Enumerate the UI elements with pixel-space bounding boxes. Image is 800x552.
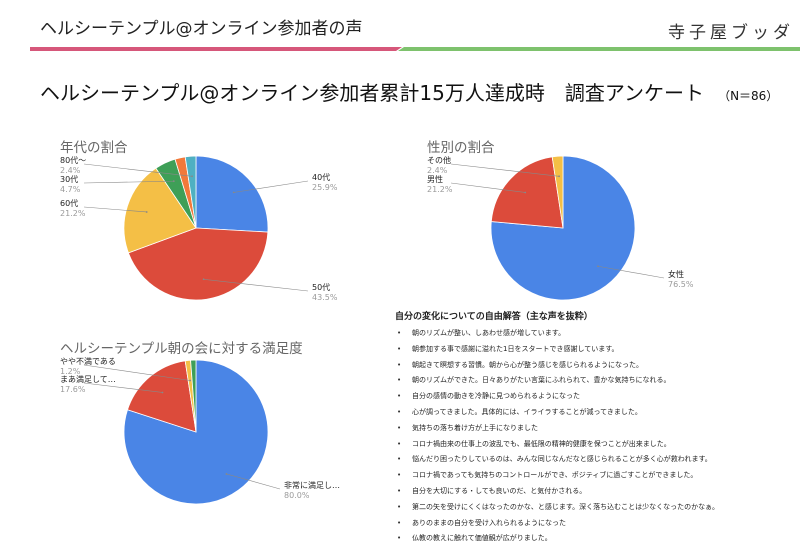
leader-dot — [202, 278, 205, 281]
free-answer-panel: 自分の変化についての自由解答（主な声を抜粋） 朝のリズムが整い、しあわせ感が増し… — [395, 309, 795, 547]
slice-label-percent: 21.2% — [60, 209, 86, 218]
slice-label: 女性 76.5% — [668, 270, 693, 290]
slice-label-percent: 4.7% — [60, 185, 81, 194]
free-answer-item: ありのままの自分を受け入れられるようになった — [395, 516, 795, 532]
free-answer-item: 仏教の教えに触れて価値観が広がりました。 — [395, 531, 795, 547]
leader-line — [83, 206, 147, 213]
leader-dot — [191, 175, 193, 178]
leader-line — [233, 180, 309, 193]
slice-label-percent: 2.4% — [60, 166, 81, 175]
slice-label: 男性 21.2% — [427, 175, 452, 195]
free-answer-item: 気持ちの落ち着け方が上手になりました — [395, 421, 795, 437]
free-answer-item: 朝参加する事で感謝に溢れた1日をスタートでき感謝しています。 — [395, 342, 795, 358]
slice-label: 非常に満足し… 80.0% — [284, 481, 340, 501]
slice-label-percent: 80.0% — [284, 491, 310, 500]
leader-dot — [225, 473, 228, 475]
slice-label-name: 40代 — [312, 173, 331, 182]
slice-label-percent: 76.5% — [668, 280, 694, 289]
slice-label: やや不満である 1.2% — [60, 357, 116, 377]
leader-dot — [189, 379, 192, 382]
header-divider-green — [398, 47, 800, 51]
gender-chart-title: 性別の割合 — [427, 140, 495, 156]
slice-label: 30代 4.7% — [60, 175, 80, 195]
header-divider — [30, 47, 800, 51]
satisfaction-chart-title: ヘルシーテンプル朝の会に対する満足度 — [60, 341, 303, 357]
pie-slice — [190, 359, 197, 433]
slice-label-name: 非常に満足し… — [284, 481, 340, 490]
free-answer-item: 朝のリズムが整い、しあわせ感が増しています。 — [395, 326, 795, 342]
slice-label-percent: 43.5% — [312, 293, 338, 302]
slice-label: その他 2.4% — [427, 156, 451, 176]
slice-label-percent: 1.2% — [60, 367, 81, 376]
free-answer-title: 自分の変化についての自由解答（主な声を抜粋） — [395, 312, 593, 322]
slice-label: 80代～ 2.4% — [60, 156, 86, 176]
leader-dot — [524, 191, 527, 194]
slice-label: まあ満足して… 17.6% — [60, 375, 116, 395]
slice-label-name: 女性 — [668, 270, 684, 279]
leader-line — [83, 163, 193, 177]
free-answer-item: 心が調ってきました。具体的には、イライラすることが減ってきました。 — [395, 405, 795, 421]
main-title-sample-size: （N＝86） — [718, 89, 779, 103]
pie-slice-60代 — [123, 167, 197, 254]
pie-slice-その他 — [551, 155, 564, 229]
leader-line — [83, 180, 174, 184]
slice-label-name: 80代～ — [60, 156, 87, 165]
slice-label-name: やや不満である — [60, 357, 116, 366]
leader-line — [226, 473, 281, 490]
slice-label-name: その他 — [427, 156, 451, 165]
free-answer-list: 朝のリズムが整い、しあわせ感が増しています。朝参加する事で感謝に溢れた1日をスタ… — [395, 326, 795, 547]
pie-slice-男性 — [490, 156, 564, 229]
main-title-text: ヘルシーテンプル@オンライン参加者累計15万人達成時 調査アンケート — [40, 81, 705, 105]
free-answer-item: 自分を大切にする・しても良いのだ、と気付かされる。 — [395, 484, 795, 500]
header-divider-pink — [30, 47, 402, 51]
leader-line — [203, 278, 309, 292]
slice-label-name: 60代 — [60, 199, 79, 208]
age-chart-title: 年代の割合 — [60, 140, 128, 156]
header-title: ヘルシーテンプル@オンライン参加者の声 — [40, 19, 363, 39]
leader-line — [450, 182, 526, 193]
leader-line — [83, 382, 163, 393]
free-answer-item: 自分の感情の動きを冷静に見つめられるようになった — [395, 389, 795, 405]
leader-line — [83, 364, 191, 381]
slice-label-name: 男性 — [427, 175, 443, 184]
slice-label-percent: 17.6% — [60, 385, 86, 394]
slice-label: 50代 43.5% — [312, 283, 337, 303]
leader-line — [450, 163, 560, 177]
free-answer-item: 朝起きて瞑想する習慣。朝から心が整う感じを感じられるようになった。 — [395, 358, 795, 374]
pie-slice-40代 — [195, 155, 269, 233]
pie-slice-80代～ — [184, 155, 197, 229]
leader-line — [597, 265, 665, 279]
free-answer-item: 悩んだり困ったりしているのは、みんな同じなんだなと感じられることが多く心が救われ… — [395, 452, 795, 468]
free-answer-item: 第二の矢を受けにくくはなったのかな、と感じます。深く落ち込むことは少なくなったの… — [395, 500, 795, 516]
slice-label-percent: 21.2% — [427, 185, 453, 194]
slice-label-name: まあ満足して… — [60, 375, 116, 384]
leader-dot — [597, 265, 599, 268]
slice-label: 40代 25.9% — [312, 173, 337, 193]
free-answer-item: コロナ禍由来の仕事上の波乱でも、最低限の精神的健康を保つことが出来ました。 — [395, 437, 795, 453]
leader-dot — [232, 191, 235, 194]
slice-label-name: 50代 — [312, 283, 331, 292]
free-answer-item: 朝のリズムができた。日々ありがたい言葉にふれられて、豊かな気持ちになれる。 — [395, 373, 795, 389]
slice-label-name: 30代 — [60, 175, 79, 184]
leader-dot — [145, 211, 148, 213]
leader-dot — [172, 180, 175, 183]
leader-dot — [161, 391, 164, 394]
pie-slice-50代 — [127, 227, 269, 301]
main-title: ヘルシーテンプル@オンライン参加者累計15万人達成時 調査アンケート （N＝86） — [40, 77, 778, 106]
leader-dot — [558, 175, 560, 178]
free-answer-item: コロナ禍であっても気持ちのコントロールができ、ポジティブに過ごすことができました… — [395, 468, 795, 484]
slice-label-percent: 2.4% — [427, 166, 448, 175]
slice-label: 60代 21.2% — [60, 199, 85, 219]
slice-label-percent: 25.9% — [312, 183, 338, 192]
brand-logo: 寺子屋ブッダ — [668, 23, 794, 43]
